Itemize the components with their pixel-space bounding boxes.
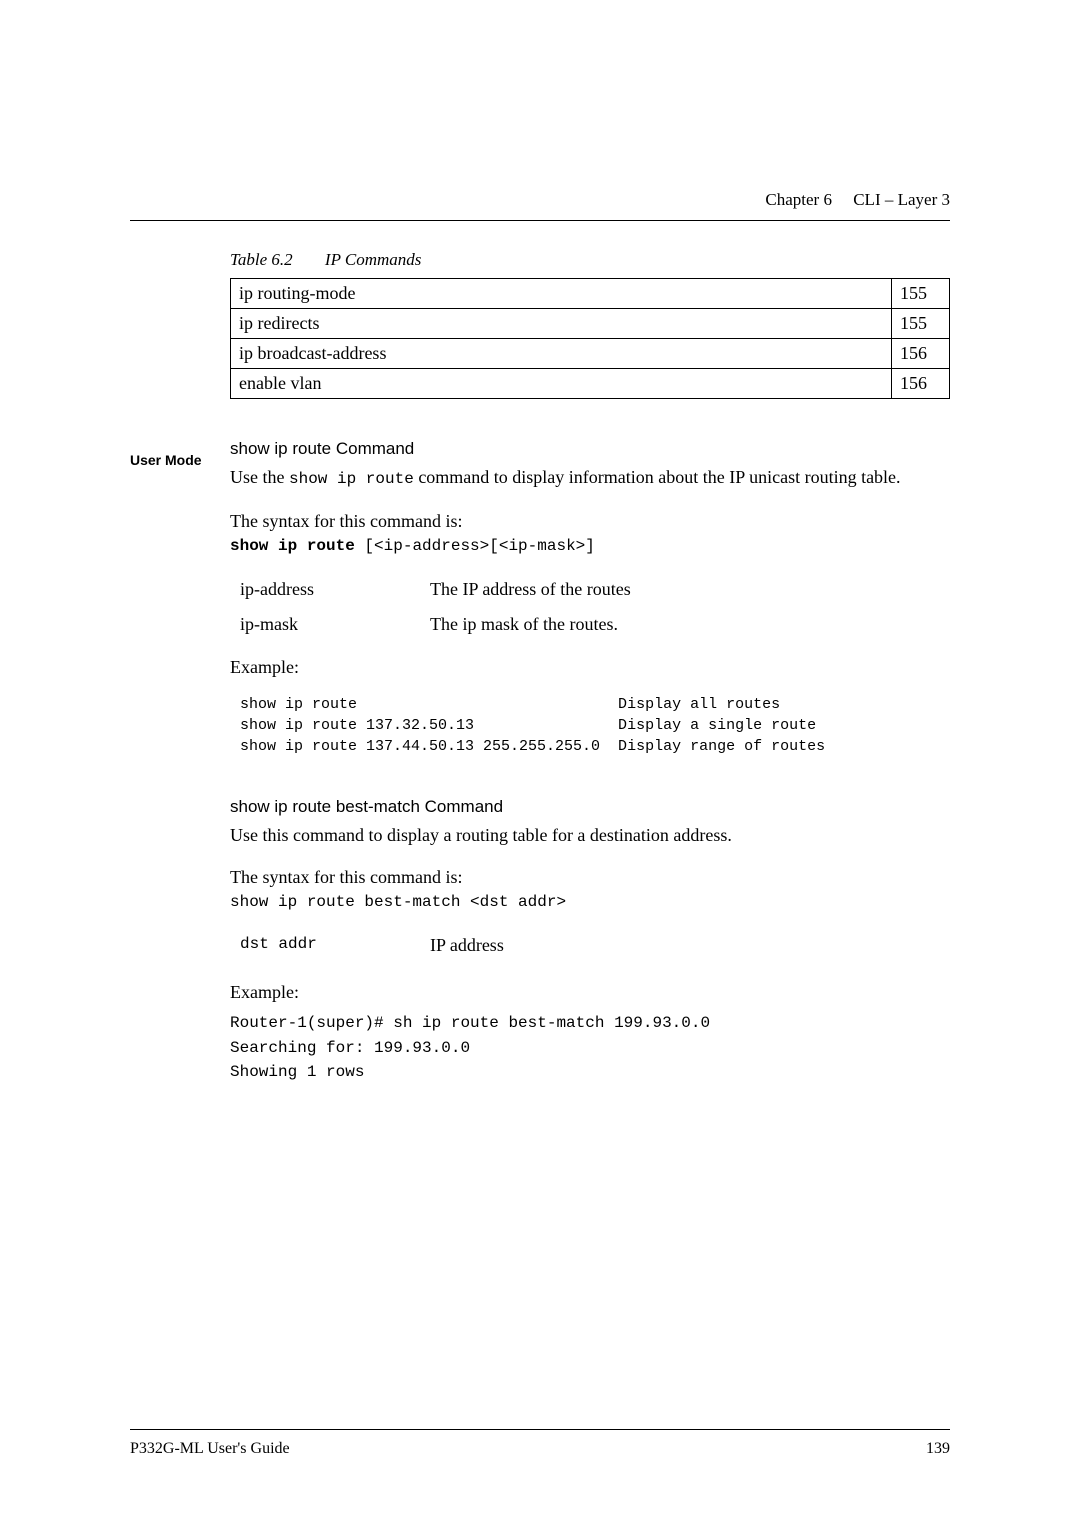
table-row: ip broadcast-address 156 [231,339,950,369]
cmd-cell: ip routing-mode [231,279,892,309]
syntax-line-2: show ip route best-match <dst addr> [230,893,950,911]
example-label: Example: [230,657,950,678]
ip-commands-table: ip routing-mode 155 ip redirects 155 ip … [230,278,950,399]
cmd-cell: enable vlan [231,369,892,399]
main-content: Table 6.2 IP Commands ip routing-mode 15… [230,250,950,1085]
syntax-label-2: The syntax for this command is: [230,865,950,889]
footer-page-number: 139 [926,1440,950,1458]
best-match-intro: Use this command to display a routing ta… [230,823,950,847]
param-row: ip-mask The ip mask of the routes. [230,614,950,635]
param-desc: IP address [430,935,950,956]
show-ip-route-intro: Use the show ip route command to display… [230,465,950,491]
chapter-header: Chapter 6 CLI – Layer 3 [765,190,950,210]
cmd-cell: ip redirects [231,309,892,339]
example-code-2: Router-1(super)# sh ip route best-match … [230,1011,950,1085]
table-row: enable vlan 156 [231,369,950,399]
table-caption-label: Table 6.2 [230,250,293,269]
syntax-bold: show ip route [230,537,355,555]
intro-pre: Use the [230,467,289,487]
param-desc: The IP address of the routes [430,579,950,600]
intro-mono: show ip route [289,470,414,488]
param-row: ip-address The IP address of the routes [230,579,950,600]
syntax-line: show ip route [<ip-address>[<ip-mask>] [230,537,950,555]
cmd-cell: ip broadcast-address [231,339,892,369]
page-cell: 155 [892,309,950,339]
example-label-2: Example: [230,980,950,1004]
table-row: ip redirects 155 [231,309,950,339]
page-cell: 156 [892,369,950,399]
table-caption-title: IP Commands [325,250,422,269]
param-row: dst addr IP address [230,935,950,956]
param-name: dst addr [230,935,430,956]
page-cell: 155 [892,279,950,309]
param-desc: The ip mask of the routes. [430,614,950,635]
table-row: ip routing-mode 155 [231,279,950,309]
syntax-rest: [<ip-address>[<ip-mask>] [355,537,595,555]
intro-post: command to display information about the… [414,467,901,487]
example-code: show ip route Display all routes show ip… [240,694,950,757]
chapter-number: Chapter 6 [765,190,832,209]
footer-left: P332G-ML User's Guide [130,1440,290,1458]
page-footer: P332G-ML User's Guide 139 [130,1429,950,1458]
chapter-title: CLI – Layer 3 [853,190,950,209]
page-cell: 156 [892,339,950,369]
user-mode-label: User Mode [130,452,202,468]
best-match-heading: show ip route best-match Command [230,797,950,817]
syntax-label: The syntax for this command is: [230,509,950,533]
param-name: ip-mask [230,614,430,635]
show-ip-route-heading: show ip route Command [230,439,950,459]
table-caption: Table 6.2 IP Commands [230,250,950,270]
header-rule [130,220,950,221]
param-name: ip-address [230,579,430,600]
